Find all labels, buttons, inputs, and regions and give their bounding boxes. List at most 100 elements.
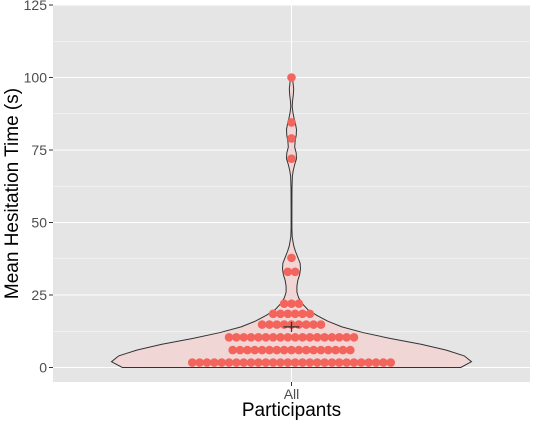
data-dot <box>334 358 344 367</box>
dot-layer <box>187 73 396 367</box>
data-dot <box>228 345 237 355</box>
data-dot <box>357 358 366 367</box>
data-dot <box>287 118 296 127</box>
data-dot <box>235 345 245 355</box>
data-dot <box>250 345 260 355</box>
data-dot <box>254 358 263 367</box>
data-dot <box>305 309 315 319</box>
data-dot <box>261 358 271 367</box>
data-dot <box>349 358 359 367</box>
data-dot <box>312 333 322 342</box>
data-dot <box>346 345 355 355</box>
data-dot <box>287 345 296 355</box>
data-dot <box>349 333 359 342</box>
data-dot <box>246 358 256 367</box>
data-dot <box>312 358 322 367</box>
data-dot <box>257 320 267 329</box>
data-dot <box>386 358 396 367</box>
data-dot <box>379 358 388 367</box>
data-dot <box>224 333 234 342</box>
data-dot <box>276 333 285 342</box>
y-tick-label: 125 <box>24 0 48 13</box>
data-dot <box>298 333 307 342</box>
data-dot <box>294 299 304 309</box>
data-dot <box>232 333 241 342</box>
data-dot <box>283 333 293 342</box>
data-dot <box>327 333 337 342</box>
data-dot <box>283 267 293 277</box>
data-dot <box>279 299 289 309</box>
data-dot <box>334 333 344 342</box>
data-dot <box>265 345 274 355</box>
data-dot <box>364 358 373 367</box>
data-dot <box>276 358 285 367</box>
data-dot <box>301 320 311 329</box>
data-dot <box>202 358 212 367</box>
data-dot <box>257 345 267 355</box>
data-dot <box>342 333 351 342</box>
data-dot <box>287 253 296 263</box>
data-dot <box>309 345 318 355</box>
data-dot <box>272 345 282 355</box>
data-dot <box>187 358 197 367</box>
data-dot <box>287 73 296 82</box>
y-axis-title: Mean Hesitation Time (s) <box>2 88 23 299</box>
data-dot <box>316 345 326 355</box>
data-dot <box>342 358 351 367</box>
x-axis-title: Participants <box>242 400 341 421</box>
mean-marker <box>283 321 300 332</box>
data-dot <box>246 333 256 342</box>
data-dot <box>265 320 274 329</box>
y-tick-label: 75 <box>31 142 47 158</box>
data-dot <box>268 309 278 319</box>
x-tick-label: All <box>284 386 300 402</box>
data-dot <box>298 309 307 319</box>
data-dot <box>283 309 293 319</box>
data-dot <box>290 358 300 367</box>
x-axis-ticks: All <box>284 382 300 402</box>
data-dot <box>287 134 296 143</box>
data-dot <box>254 333 263 342</box>
data-dot <box>320 358 329 367</box>
data-dot <box>305 333 315 342</box>
data-dot <box>239 358 249 367</box>
data-dot <box>309 320 318 329</box>
data-dot <box>224 358 234 367</box>
data-dot <box>294 345 304 355</box>
y-tick-label: 100 <box>24 70 48 86</box>
y-tick-label: 0 <box>39 360 47 376</box>
data-dot <box>327 358 337 367</box>
y-tick-label: 25 <box>31 287 47 303</box>
data-dot <box>290 333 300 342</box>
data-dot <box>287 154 296 163</box>
data-dot <box>195 358 204 367</box>
data-dot <box>272 320 282 329</box>
data-dot <box>294 320 304 329</box>
data-dot <box>320 333 329 342</box>
data-dot <box>232 358 241 367</box>
data-dot <box>261 333 271 342</box>
data-dot <box>239 333 249 342</box>
data-dot <box>279 320 289 329</box>
y-tick-label: 50 <box>31 215 47 231</box>
data-dot <box>243 345 252 355</box>
data-dot <box>371 358 381 367</box>
data-dot <box>298 358 307 367</box>
data-dot <box>331 345 340 355</box>
data-dot <box>290 267 300 277</box>
data-dot <box>290 309 300 319</box>
data-dot <box>316 320 326 329</box>
data-dot <box>323 345 333 355</box>
data-dot <box>305 358 315 367</box>
data-dot <box>210 358 219 367</box>
data-dot <box>287 299 296 309</box>
data-dot <box>276 309 285 319</box>
data-dot <box>301 345 311 355</box>
data-dot <box>279 345 289 355</box>
data-dot <box>268 333 278 342</box>
y-axis-ticks: 0 25 50 75 100 125 <box>24 0 53 376</box>
data-dot <box>338 345 348 355</box>
data-dot <box>268 358 278 367</box>
data-dot <box>217 358 226 367</box>
